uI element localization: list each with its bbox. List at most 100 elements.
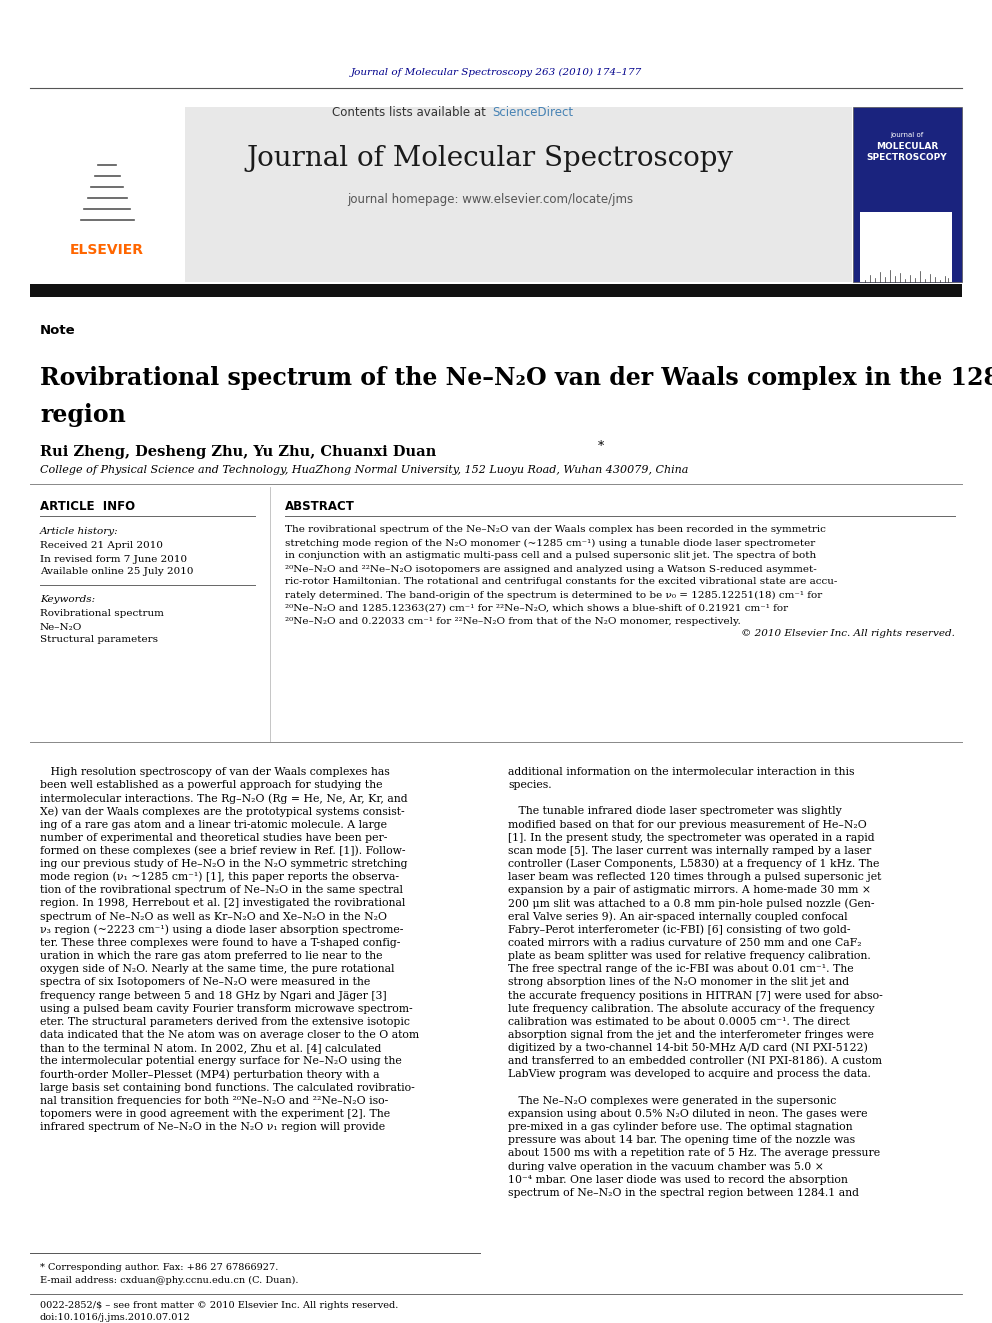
Text: infrared spectrum of Ne–N₂O in the N₂O ν₁ region will provide: infrared spectrum of Ne–N₂O in the N₂O ν… (40, 1122, 385, 1132)
Text: Article history:: Article history: (40, 528, 119, 537)
Text: expansion by a pair of astigmatic mirrors. A home-made 30 mm ×: expansion by a pair of astigmatic mirror… (508, 885, 871, 896)
Text: region. In 1998, Herrebout et al. [2] investigated the rovibrational: region. In 1998, Herrebout et al. [2] in… (40, 898, 406, 909)
Text: © 2010 Elsevier Inc. All rights reserved.: © 2010 Elsevier Inc. All rights reserved… (741, 630, 955, 639)
Text: ARTICLE  INFO: ARTICLE INFO (40, 500, 135, 512)
Text: [1]. In the present study, the spectrometer was operated in a rapid: [1]. In the present study, the spectrome… (508, 832, 875, 843)
Text: LabView program was developed to acquire and process the data.: LabView program was developed to acquire… (508, 1069, 871, 1080)
Text: tion of the rovibrational spectrum of Ne–N₂O in the same spectral: tion of the rovibrational spectrum of Ne… (40, 885, 403, 896)
Text: in conjunction with an astigmatic multi-pass cell and a pulsed supersonic slit j: in conjunction with an astigmatic multi-… (285, 552, 816, 561)
Text: High resolution spectroscopy of van der Waals complexes has: High resolution spectroscopy of van der … (40, 767, 390, 777)
Text: ABSTRACT: ABSTRACT (285, 500, 355, 512)
FancyBboxPatch shape (853, 107, 962, 282)
Text: 200 μm slit was attached to a 0.8 mm pin-hole pulsed nozzle (Gen-: 200 μm slit was attached to a 0.8 mm pin… (508, 898, 875, 909)
Text: laser beam was reflected 120 times through a pulsed supersonic jet: laser beam was reflected 120 times throu… (508, 872, 881, 882)
Text: spectra of six Isotopomers of Ne–N₂O were measured in the: spectra of six Isotopomers of Ne–N₂O wer… (40, 978, 370, 987)
Text: College of Physical Science and Technology, HuaZhong Normal University, 152 Luoy: College of Physical Science and Technolo… (40, 464, 688, 475)
Text: 0022-2852/$ – see front matter © 2010 Elsevier Inc. All rights reserved.: 0022-2852/$ – see front matter © 2010 El… (40, 1302, 399, 1311)
Text: stretching mode region of the N₂O monomer (~1285 cm⁻¹) using a tunable diode las: stretching mode region of the N₂O monome… (285, 538, 815, 548)
FancyBboxPatch shape (30, 284, 962, 296)
Text: spectrum of Ne–N₂O in the spectral region between 1284.1 and: spectrum of Ne–N₂O in the spectral regio… (508, 1188, 859, 1197)
Text: rately determined. The band-origin of the spectrum is determined to be ν₀ = 1285: rately determined. The band-origin of th… (285, 590, 822, 599)
Text: journal of: journal of (891, 132, 924, 138)
Text: lute frequency calibration. The absolute accuracy of the frequency: lute frequency calibration. The absolute… (508, 1004, 875, 1013)
Text: * Corresponding author. Fax: +86 27 67866927.: * Corresponding author. Fax: +86 27 6786… (40, 1262, 279, 1271)
Text: Xe) van der Waals complexes are the prototypical systems consist-: Xe) van der Waals complexes are the prot… (40, 806, 405, 816)
Text: Journal of Molecular Spectroscopy: Journal of Molecular Spectroscopy (246, 144, 733, 172)
Text: oxygen side of N₂O. Nearly at the same time, the pure rotational: oxygen side of N₂O. Nearly at the same t… (40, 964, 395, 974)
Text: coated mirrors with a radius curvature of 250 mm and one CaF₂: coated mirrors with a radius curvature o… (508, 938, 862, 949)
Text: been well established as a powerful approach for studying the: been well established as a powerful appr… (40, 781, 383, 790)
Text: MOLECULAR
SPECTROSCOPY: MOLECULAR SPECTROSCOPY (867, 142, 947, 161)
Text: Fabry–Perot interferometer (ic-FBI) [6] consisting of two gold-: Fabry–Perot interferometer (ic-FBI) [6] … (508, 925, 850, 935)
Text: controller (Laser Components, L5830) at a frequency of 1 kHz. The: controller (Laser Components, L5830) at … (508, 859, 879, 869)
Text: frequency range between 5 and 18 GHz by Ngari and Jäger [3]: frequency range between 5 and 18 GHz by … (40, 991, 387, 1000)
Text: spectrum of Ne–N₂O as well as Kr–N₂O and Xe–N₂O in the N₂O: spectrum of Ne–N₂O as well as Kr–N₂O and… (40, 912, 387, 922)
Text: ²⁰Ne–N₂O and 1285.12363(27) cm⁻¹ for ²²Ne–N₂O, which shows a blue-shift of 0.219: ²⁰Ne–N₂O and 1285.12363(27) cm⁻¹ for ²²N… (285, 603, 788, 613)
Text: Rovibrational spectrum of the Ne–N₂O van der Waals complex in the 1285 cm⁻¹: Rovibrational spectrum of the Ne–N₂O van… (40, 366, 992, 390)
Text: E-mail address: cxduan@phy.ccnu.edu.cn (C. Duan).: E-mail address: cxduan@phy.ccnu.edu.cn (… (40, 1275, 299, 1285)
Text: journal homepage: www.elsevier.com/locate/jms: journal homepage: www.elsevier.com/locat… (347, 193, 633, 206)
Text: expansion using about 0.5% N₂O diluted in neon. The gases were: expansion using about 0.5% N₂O diluted i… (508, 1109, 867, 1119)
Text: The Ne–N₂O complexes were generated in the supersonic: The Ne–N₂O complexes were generated in t… (508, 1095, 836, 1106)
Text: additional information on the intermolecular interaction in this: additional information on the intermolec… (508, 767, 854, 777)
Text: ELSEVIER: ELSEVIER (70, 243, 144, 257)
Text: the accurate frequency positions in HITRAN [7] were used for abso-: the accurate frequency positions in HITR… (508, 991, 883, 1000)
Text: uration in which the rare gas atom preferred to lie near to the: uration in which the rare gas atom prefe… (40, 951, 383, 960)
Text: species.: species. (508, 781, 552, 790)
Text: large basis set containing bond functions. The calculated rovibratio-: large basis set containing bond function… (40, 1082, 415, 1093)
Text: eter. The structural parameters derived from the extensive isotopic: eter. The structural parameters derived … (40, 1017, 410, 1027)
Text: during valve operation in the vacuum chamber was 5.0 ×: during valve operation in the vacuum cha… (508, 1162, 824, 1171)
Text: Received 21 April 2010: Received 21 April 2010 (40, 541, 163, 550)
Text: digitized by a two-channel 14-bit 50-MHz A/D card (NI PXI-5122): digitized by a two-channel 14-bit 50-MHz… (508, 1043, 868, 1053)
Text: The rovibrational spectrum of the Ne–N₂O van der Waals complex has been recorded: The rovibrational spectrum of the Ne–N₂O… (285, 525, 826, 534)
FancyBboxPatch shape (860, 212, 952, 282)
Text: ²⁰Ne–N₂O and 0.22033 cm⁻¹ for ²²Ne–N₂O from that of the N₂O monomer, respectivel: ²⁰Ne–N₂O and 0.22033 cm⁻¹ for ²²Ne–N₂O f… (285, 617, 741, 626)
Text: mode region (ν₁ ~1285 cm⁻¹) [1], this paper reports the observa-: mode region (ν₁ ~1285 cm⁻¹) [1], this pa… (40, 872, 399, 882)
Text: topomers were in good agreement with the experiment [2]. The: topomers were in good agreement with the… (40, 1109, 390, 1119)
Text: ric-rotor Hamiltonian. The rotational and centrifugal constants for the excited : ric-rotor Hamiltonian. The rotational an… (285, 578, 837, 586)
Text: ScienceDirect: ScienceDirect (492, 106, 573, 119)
Text: Contents lists available at: Contents lists available at (332, 106, 490, 119)
Text: nal transition frequencies for both ²⁰Ne–N₂O and ²²Ne–N₂O iso-: nal transition frequencies for both ²⁰Ne… (40, 1095, 388, 1106)
Text: The tunable infrared diode laser spectrometer was slightly: The tunable infrared diode laser spectro… (508, 807, 842, 816)
Text: using a pulsed beam cavity Fourier transform microwave spectrom-: using a pulsed beam cavity Fourier trans… (40, 1004, 413, 1013)
Text: Rui Zheng, Desheng Zhu, Yu Zhu, Chuanxi Duan: Rui Zheng, Desheng Zhu, Yu Zhu, Chuanxi … (40, 445, 436, 459)
Text: absorption signal from the jet and the interferometer fringes were: absorption signal from the jet and the i… (508, 1031, 874, 1040)
Text: plate as beam splitter was used for relative frequency calibration.: plate as beam splitter was used for rela… (508, 951, 871, 960)
Text: region: region (40, 404, 126, 427)
Text: about 1500 ms with a repetition rate of 5 Hz. The average pressure: about 1500 ms with a repetition rate of … (508, 1148, 880, 1159)
Text: pressure was about 14 bar. The opening time of the nozzle was: pressure was about 14 bar. The opening t… (508, 1135, 855, 1146)
Text: than to the terminal N atom. In 2002, Zhu et al. [4] calculated: than to the terminal N atom. In 2002, Zh… (40, 1043, 381, 1053)
Text: scan mode [5]. The laser current was internally ramped by a laser: scan mode [5]. The laser current was int… (508, 845, 871, 856)
Text: fourth-order Moller–Plesset (MP4) perturbation theory with a: fourth-order Moller–Plesset (MP4) pertur… (40, 1069, 380, 1080)
Text: calibration was estimated to be about 0.0005 cm⁻¹. The direct: calibration was estimated to be about 0.… (508, 1017, 850, 1027)
Text: In revised form 7 June 2010: In revised form 7 June 2010 (40, 554, 187, 564)
Text: Keywords:: Keywords: (40, 595, 95, 605)
Text: ²⁰Ne–N₂O and ²²Ne–N₂O isotopomers are assigned and analyzed using a Watson S-red: ²⁰Ne–N₂O and ²²Ne–N₂O isotopomers are as… (285, 565, 816, 573)
Text: data indicated that the Ne atom was on average closer to the O atom: data indicated that the Ne atom was on a… (40, 1031, 420, 1040)
Text: strong absorption lines of the N₂O monomer in the slit jet and: strong absorption lines of the N₂O monom… (508, 978, 849, 987)
Text: 10⁻⁴ mbar. One laser diode was used to record the absorption: 10⁻⁴ mbar. One laser diode was used to r… (508, 1175, 848, 1184)
Text: Available online 25 July 2010: Available online 25 July 2010 (40, 568, 193, 577)
FancyBboxPatch shape (185, 107, 852, 282)
Text: ing our previous study of He–N₂O in the N₂O symmetric stretching: ing our previous study of He–N₂O in the … (40, 859, 408, 869)
Text: Structural parameters: Structural parameters (40, 635, 158, 644)
Text: doi:10.1016/j.jms.2010.07.012: doi:10.1016/j.jms.2010.07.012 (40, 1312, 190, 1322)
Text: The free spectral range of the ic-FBI was about 0.01 cm⁻¹. The: The free spectral range of the ic-FBI wa… (508, 964, 854, 974)
Text: formed on these complexes (see a brief review in Ref. [1]). Follow-: formed on these complexes (see a brief r… (40, 845, 406, 856)
Text: and transferred to an embedded controller (NI PXI-8186). A custom: and transferred to an embedded controlle… (508, 1056, 882, 1066)
Text: the intermolecular potential energy surface for Ne–N₂O using the: the intermolecular potential energy surf… (40, 1056, 402, 1066)
Text: ing of a rare gas atom and a linear tri-atomic molecule. A large: ing of a rare gas atom and a linear tri-… (40, 820, 387, 830)
Text: modified based on that for our previous measurement of He–N₂O: modified based on that for our previous … (508, 820, 867, 830)
Text: pre-mixed in a gas cylinder before use. The optimal stagnation: pre-mixed in a gas cylinder before use. … (508, 1122, 853, 1132)
Text: Ne–N₂O: Ne–N₂O (40, 623, 82, 631)
Text: number of experimental and theoretical studies have been per-: number of experimental and theoretical s… (40, 832, 387, 843)
Text: intermolecular interactions. The Rg–N₂O (Rg = He, Ne, Ar, Kr, and: intermolecular interactions. The Rg–N₂O … (40, 792, 408, 803)
Text: ter. These three complexes were found to have a T-shaped config-: ter. These three complexes were found to… (40, 938, 401, 949)
Text: Rovibrational spectrum: Rovibrational spectrum (40, 610, 164, 618)
Text: Note: Note (40, 324, 75, 336)
Text: eral Valve series 9). An air-spaced internally coupled confocal: eral Valve series 9). An air-spaced inte… (508, 912, 847, 922)
FancyBboxPatch shape (30, 107, 185, 282)
Text: ν₃ region (~2223 cm⁻¹) using a diode laser absorption spectrome-: ν₃ region (~2223 cm⁻¹) using a diode las… (40, 925, 404, 935)
Text: Journal of Molecular Spectroscopy 263 (2010) 174–177: Journal of Molecular Spectroscopy 263 (2… (350, 67, 642, 77)
